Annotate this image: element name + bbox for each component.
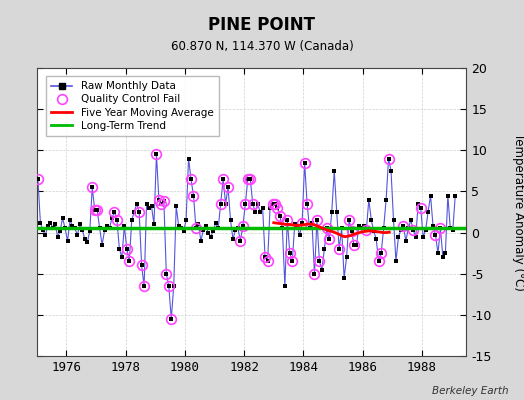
Text: Berkeley Earth: Berkeley Earth [432, 386, 508, 396]
Y-axis label: Temperature Anomaly (°C): Temperature Anomaly (°C) [512, 133, 524, 291]
Legend: Raw Monthly Data, Quality Control Fail, Five Year Moving Average, Long-Term Tren: Raw Monthly Data, Quality Control Fail, … [46, 76, 219, 136]
Text: PINE POINT: PINE POINT [209, 16, 315, 34]
Text: 60.870 N, 114.370 W (Canada): 60.870 N, 114.370 W (Canada) [171, 40, 353, 53]
